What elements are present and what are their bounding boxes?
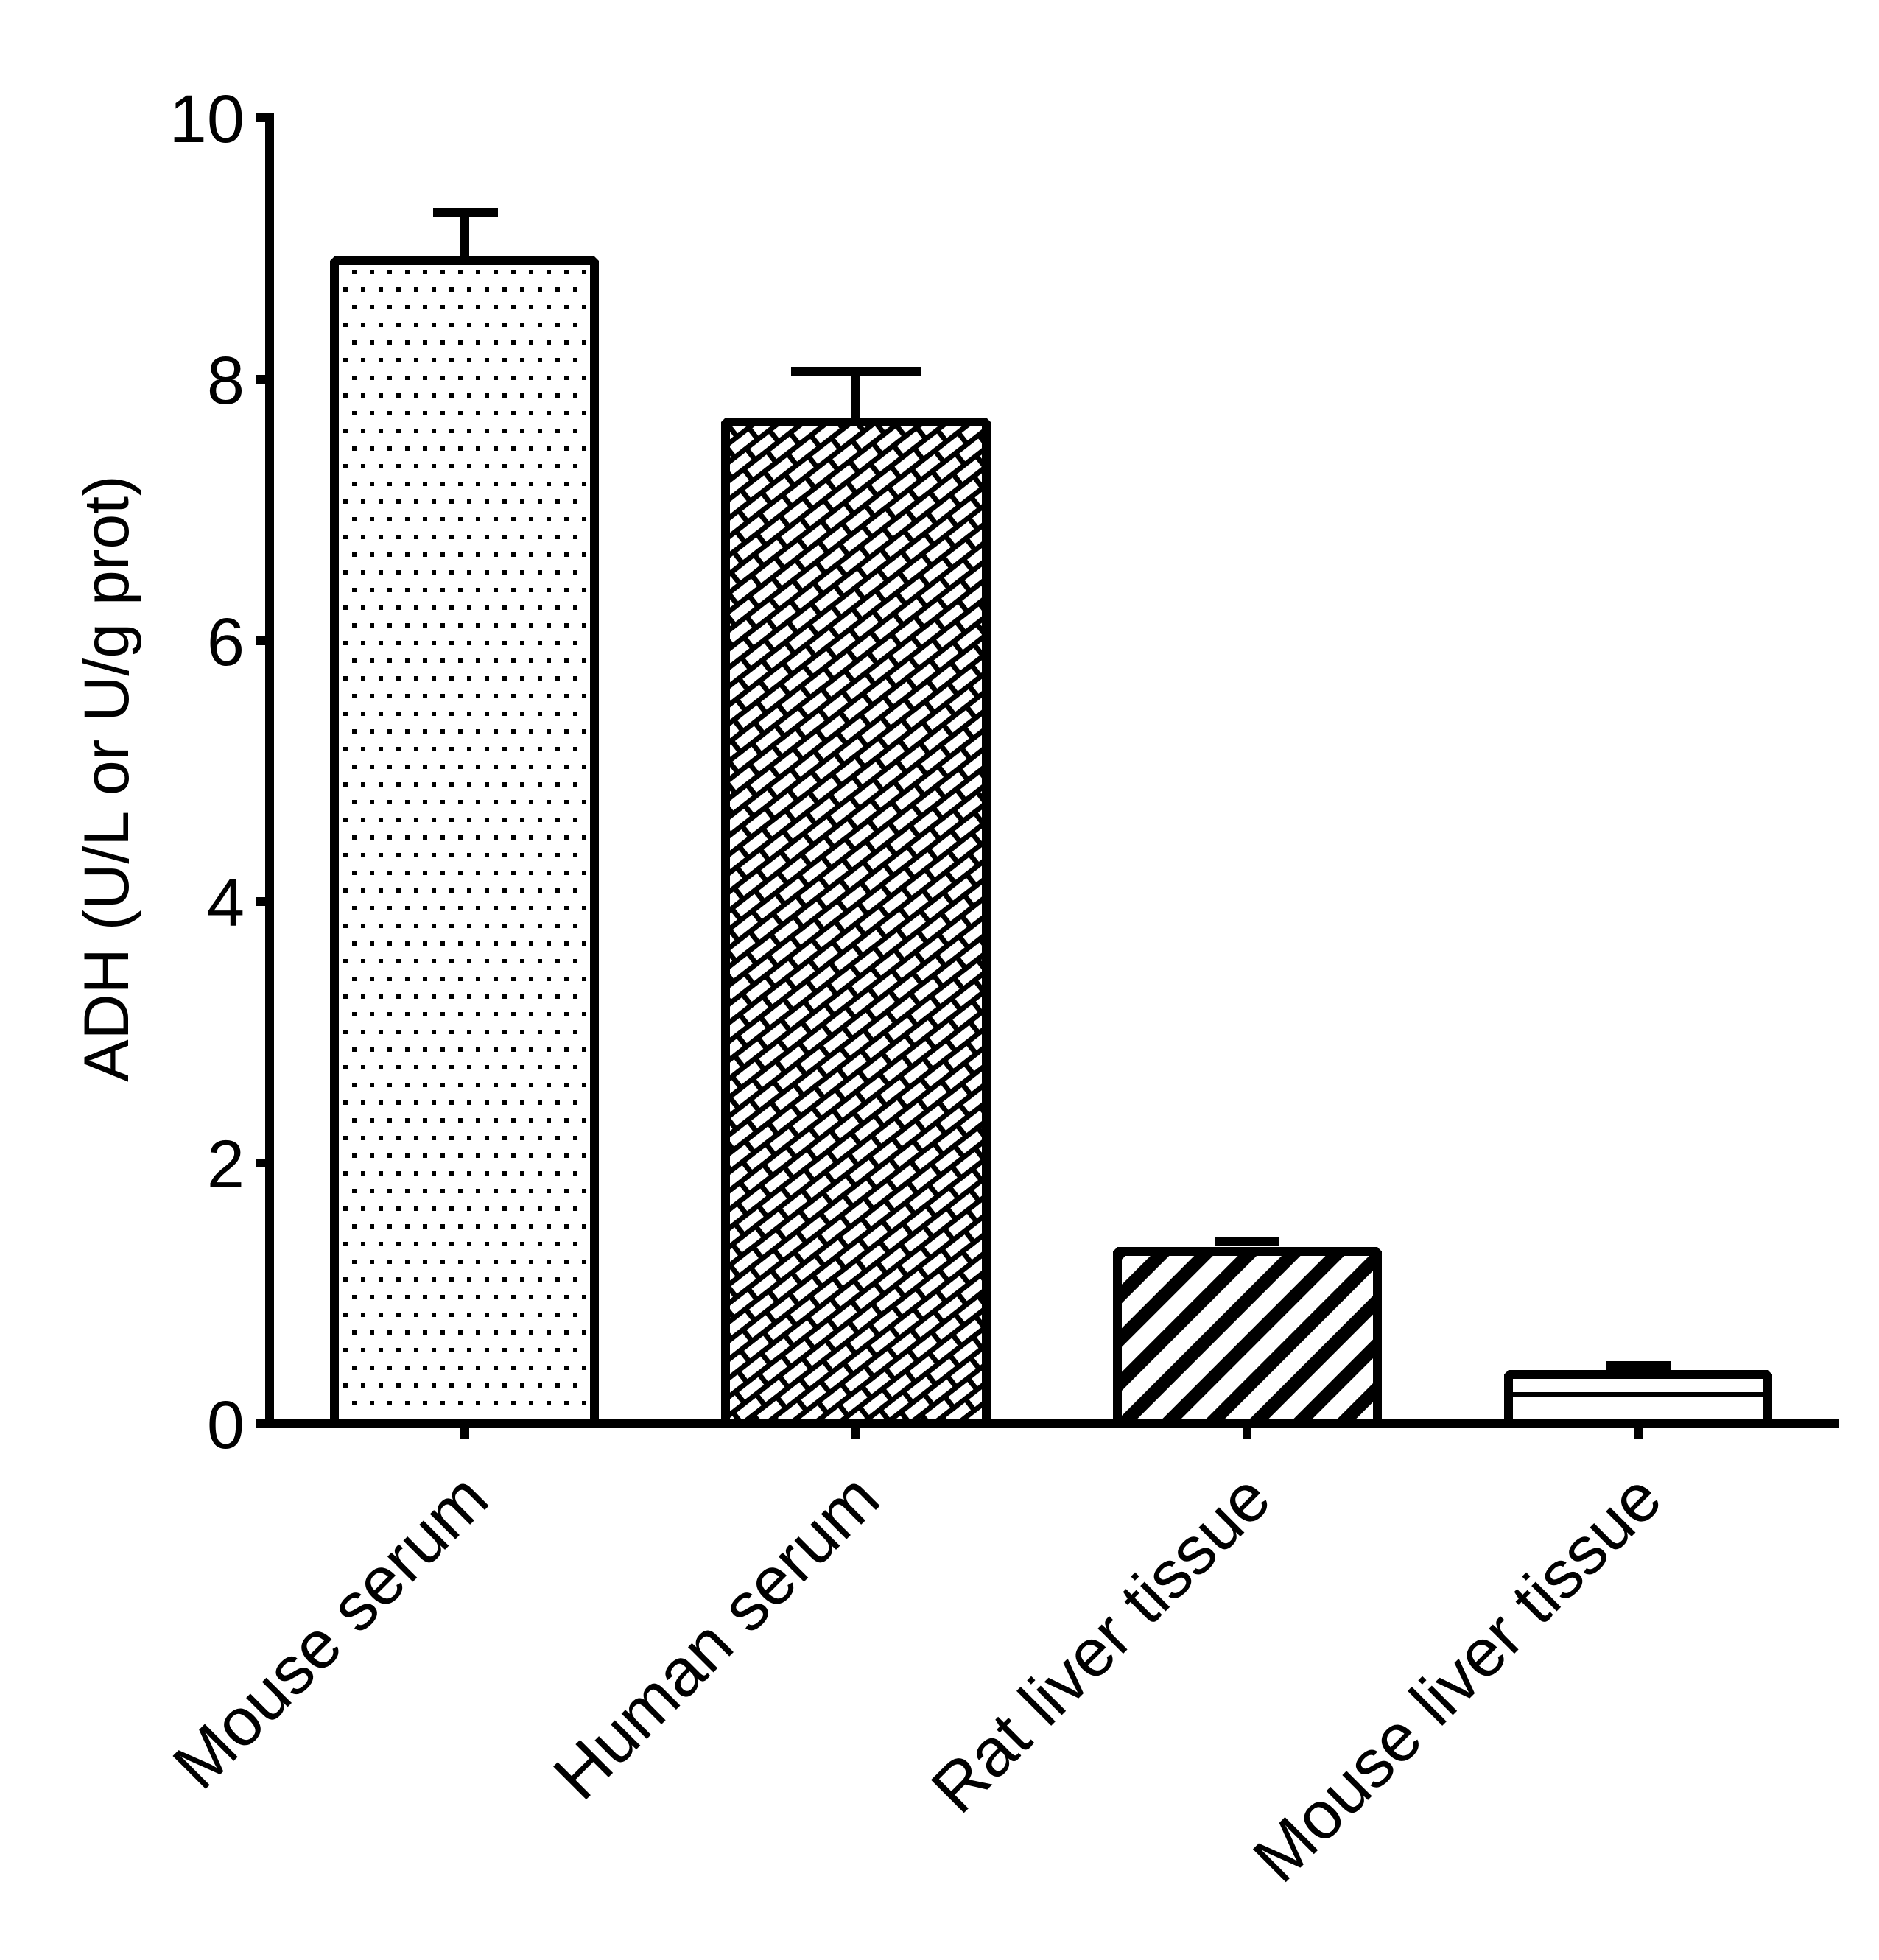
x-tick — [851, 1424, 860, 1439]
x-tick-label-rat-liver-tissue: Rat liver tissue — [917, 1460, 1285, 1827]
error-bar — [1215, 1237, 1279, 1246]
y-tick-label: 0 — [207, 1388, 245, 1463]
bar-rat-liver-tissue — [1113, 1237, 1382, 1428]
bar-mouse-liver-tissue — [1504, 1361, 1772, 1428]
x-tick — [1243, 1424, 1251, 1439]
y-axis: 0 2 4 6 8 10 ADH (U/L or U/g prot) — [71, 82, 274, 1463]
x-axis: Mouse serum Human serum Rat liver tissue… — [159, 1419, 1839, 1897]
error-bar — [791, 367, 921, 418]
bar-human-serum — [721, 367, 991, 1428]
error-bar — [433, 208, 498, 257]
y-axis-title: ADH (U/L or U/g prot) — [71, 475, 142, 1082]
y-tick — [256, 375, 270, 384]
y-tick-label: 6 — [207, 605, 245, 680]
y-tick-label: 8 — [207, 343, 245, 418]
y-tick-label: 10 — [169, 82, 245, 157]
x-tick — [1634, 1424, 1643, 1439]
y-tick-label: 4 — [207, 865, 245, 941]
y-tick — [256, 636, 270, 645]
x-tick-label-human-serum: Human serum — [539, 1460, 893, 1814]
y-tick — [256, 897, 270, 906]
y-tick — [256, 113, 270, 122]
bar-mouse-serum — [330, 208, 599, 1428]
error-bar — [1606, 1361, 1671, 1370]
x-tick-label-mouse-serum: Mouse serum — [159, 1460, 502, 1803]
x-tick — [460, 1424, 469, 1439]
y-tick — [256, 1159, 270, 1167]
y-tick-label: 2 — [207, 1127, 245, 1202]
x-tick-label-mouse-liver-tissue: Mouse liver tissue — [1239, 1460, 1676, 1897]
